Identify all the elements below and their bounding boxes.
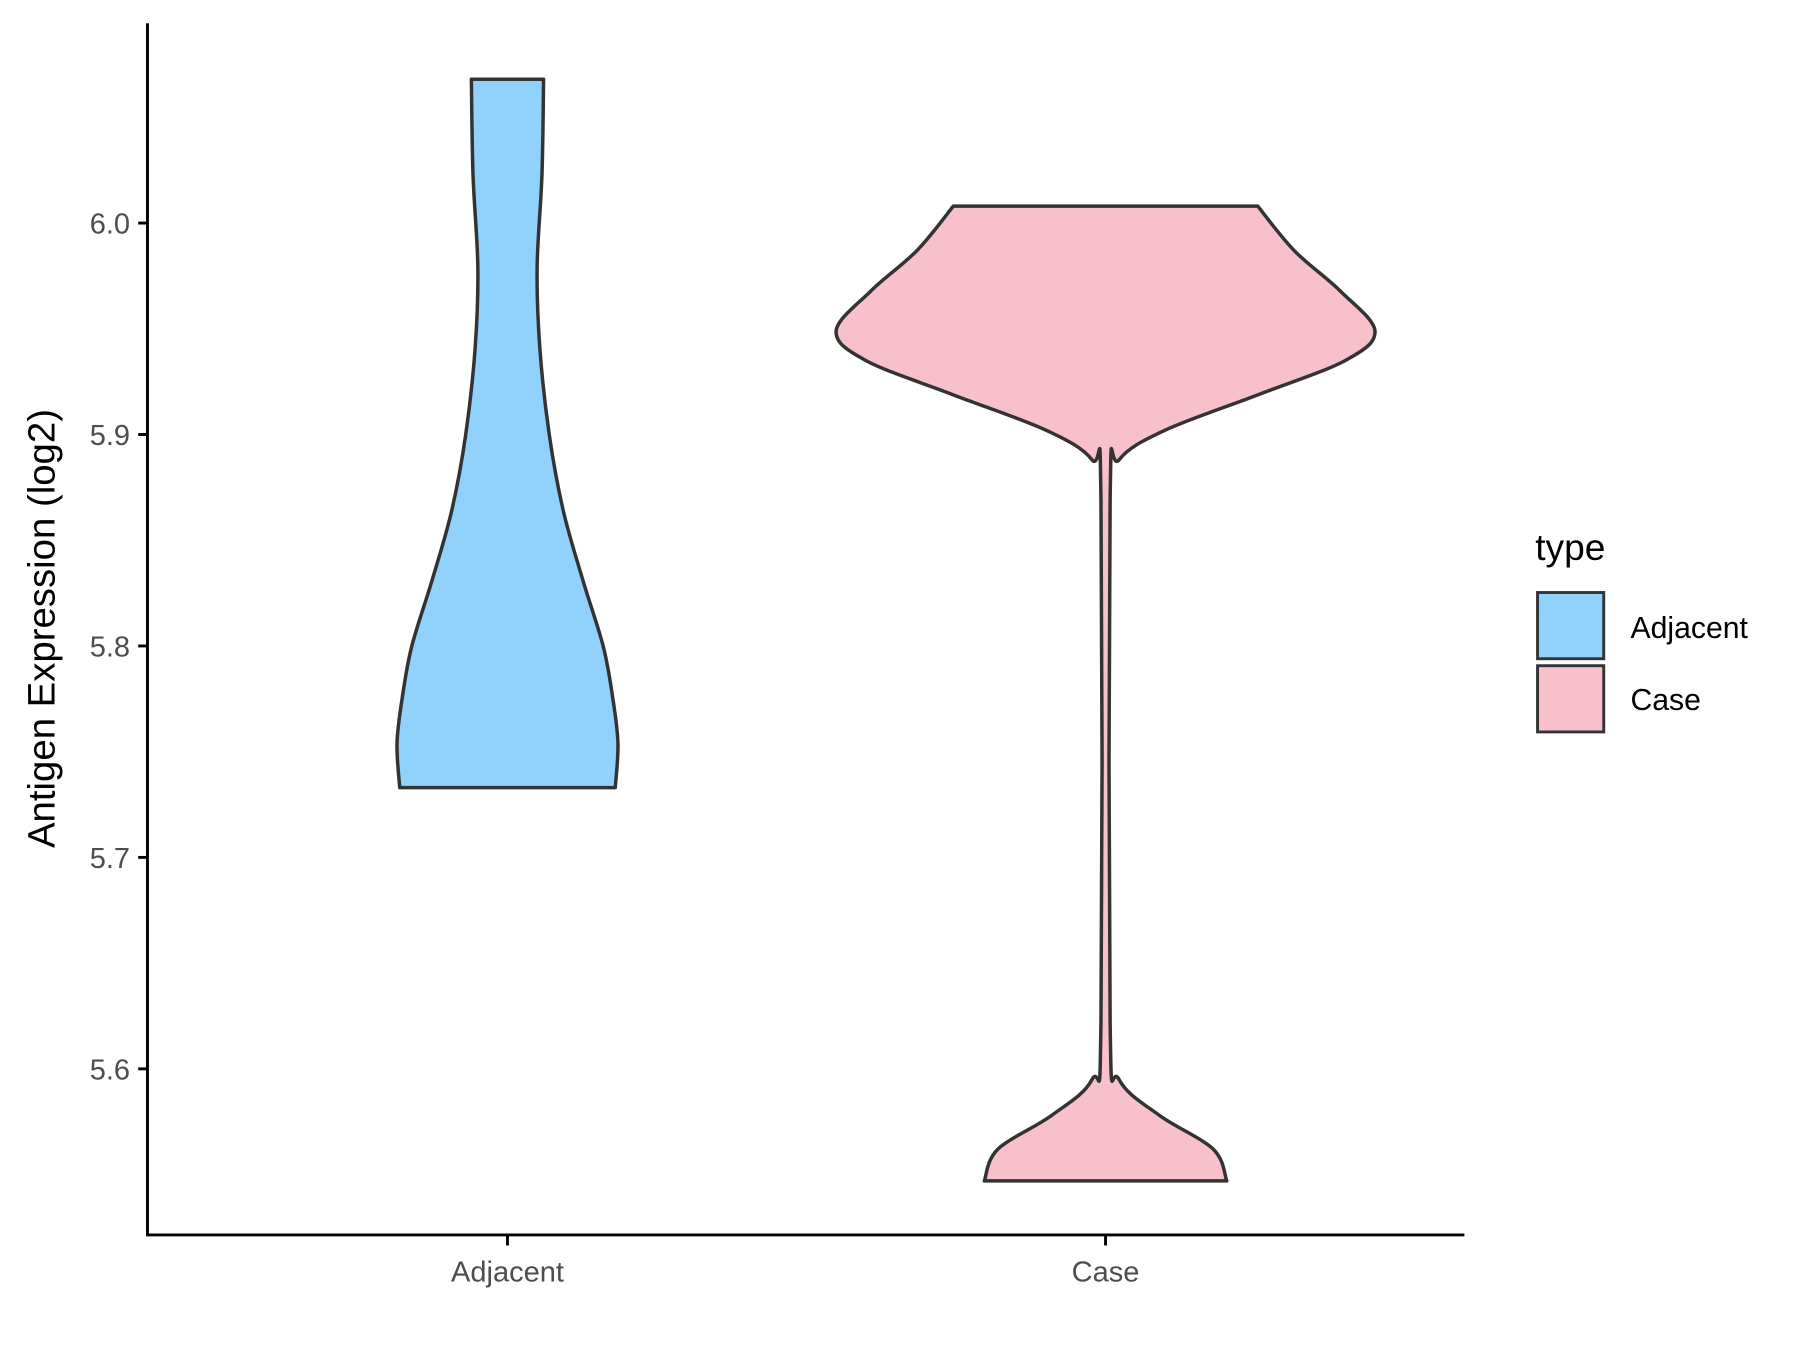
x-tick-label: Adjacent	[451, 1256, 564, 1288]
legend-title: type	[1535, 526, 1605, 568]
y-tick-label: 5.6	[90, 1054, 130, 1086]
y-ticks: 5.6 5.7 5.8 5.9 6.0	[90, 209, 148, 1086]
legend-key-case	[1536, 664, 1606, 734]
legend-key-adjacent	[1536, 591, 1606, 661]
y-tick-label: 5.7	[90, 843, 130, 875]
violins	[395, 77, 1377, 1183]
x-tick-label: Case	[1072, 1256, 1140, 1288]
legend-label-adjacent: Adjacent	[1630, 612, 1748, 645]
violin-adjacent	[395, 77, 620, 790]
y-tick-label: 5.9	[90, 420, 130, 452]
y-tick-label: 5.8	[90, 631, 130, 663]
violin-case	[834, 204, 1377, 1183]
legend: type Adjacent Case	[1535, 526, 1749, 734]
legend-label-case: Case	[1630, 684, 1700, 717]
x-ticks: Adjacent Case	[451, 1234, 1140, 1288]
y-tick-label: 6.0	[90, 209, 130, 241]
y-axis-title: Antigen Expression (log2)	[21, 409, 64, 848]
